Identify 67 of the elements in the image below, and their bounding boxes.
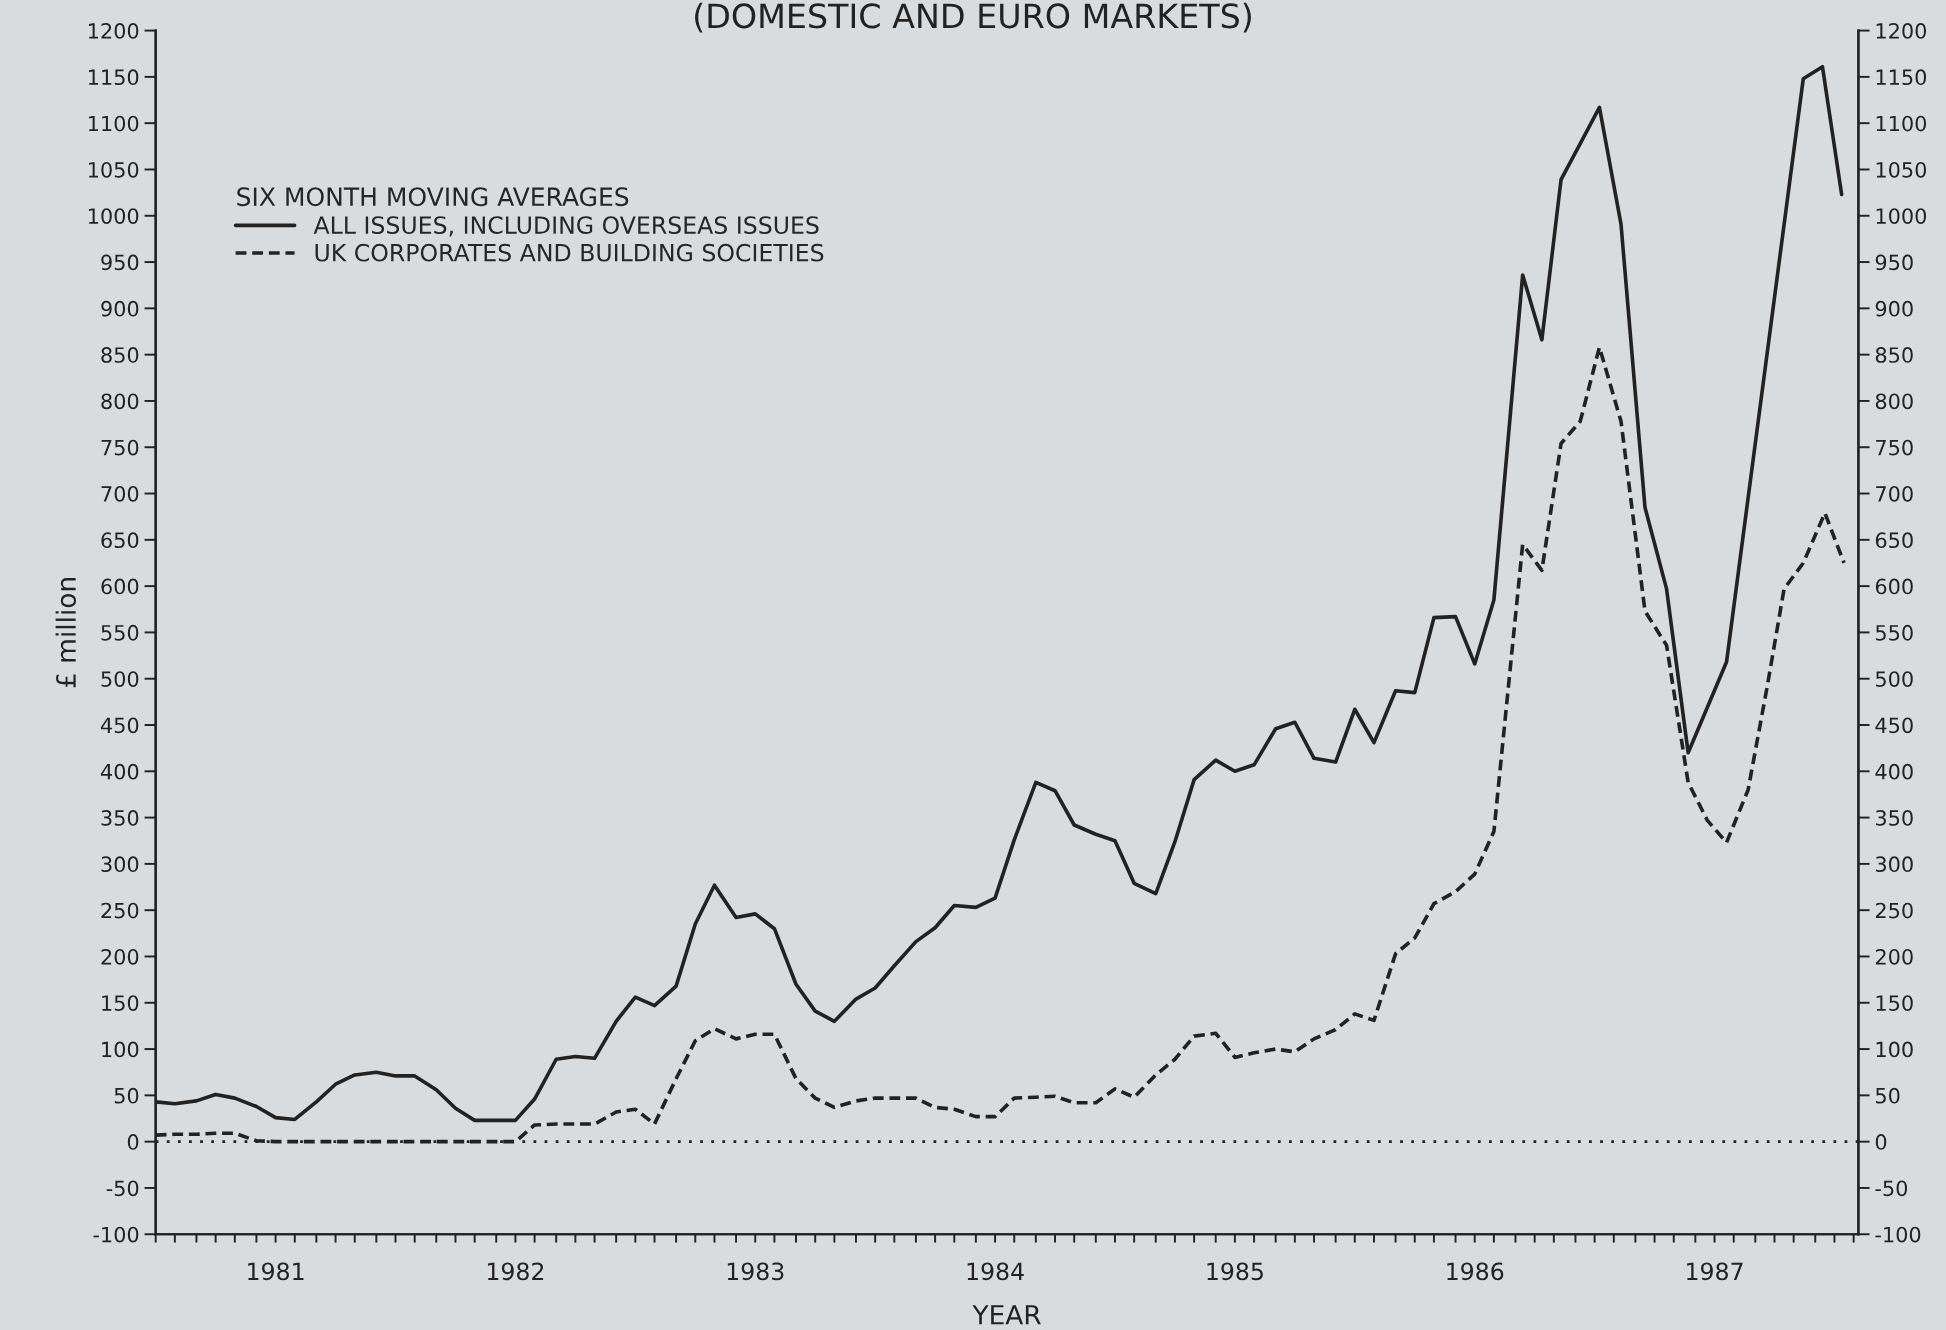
legend-label: UK CORPORATES AND BUILDING SOCIETIES — [315, 243, 824, 262]
y-tick-label: 700 — [101, 485, 139, 502]
y-tick-label: 450 — [100, 717, 139, 734]
x-tick-label: 1987 — [1687, 1262, 1743, 1281]
y-tick-label: 800 — [101, 393, 139, 410]
y-tick-label: 1050 — [88, 161, 139, 178]
y-tick-label: 250 — [101, 902, 139, 919]
y-tick-label: 850 — [101, 347, 139, 363]
y-tick-label: 300 — [101, 856, 139, 873]
y-tick-label: 0 — [127, 1134, 139, 1150]
y-tick-label: 1000 — [88, 208, 139, 224]
y-tick-label: 900 — [101, 300, 139, 317]
y-tick-label: 1150 — [88, 69, 139, 86]
y-tick-label: 1200 — [88, 23, 139, 39]
y2-tick-label: 800 — [1875, 393, 1913, 410]
x-tick-label: 1983 — [727, 1262, 784, 1281]
legend-label: ALL ISSUES, INCLUDING OVERSEAS ISSUES — [313, 216, 819, 237]
y2-tick-label: 450 — [1875, 717, 1913, 734]
y-tick-label: 650 — [101, 532, 139, 549]
y2-tick-label: 650 — [1875, 532, 1913, 549]
y2-tick-label: 350 — [1875, 810, 1913, 826]
x-tick-label: 1981 — [248, 1262, 304, 1281]
x-tick-label: 1982 — [487, 1262, 544, 1281]
y2-tick-label: 1050 — [1876, 161, 1927, 178]
y2-tick-label: 400 — [1875, 763, 1913, 780]
y2-tick-label: -100 — [1875, 1226, 1921, 1243]
y2-tick-label: 950 — [1875, 254, 1913, 271]
y-tick-label: 750 — [101, 439, 139, 456]
y2-tick-label: 300 — [1875, 856, 1913, 873]
y2-tick-label: 250 — [1875, 902, 1913, 919]
y-tick-label: 600 — [101, 578, 139, 595]
x-tick-label: 1984 — [967, 1262, 1024, 1281]
y2-tick-label: 100 — [1876, 1041, 1913, 1058]
y2-tick-label: 550 — [1876, 624, 1913, 641]
y-tick-label: 100 — [102, 1041, 139, 1058]
y2-tick-label: 750 — [1876, 439, 1913, 456]
y2-tick-label: 50 — [1876, 1087, 1900, 1104]
y-tick-label: 1100 — [88, 115, 139, 132]
x-tick-label: 1985 — [1207, 1262, 1263, 1281]
y-tick-label: 550 — [101, 624, 139, 641]
y-tick-label: -50 — [106, 1180, 139, 1197]
chart-title: (DOMESTIC AND EURO MARKETS) — [695, 2, 1251, 33]
y2-tick-label: 600 — [1875, 578, 1913, 595]
y2-tick-label: 500 — [1876, 671, 1913, 687]
y2-tick-label: 1150 — [1876, 69, 1927, 86]
y-tick-label: 950 — [101, 254, 139, 271]
y-axis-title: £ million — [55, 578, 77, 688]
y2-tick-label: 900 — [1875, 300, 1913, 317]
legend-title: SIX MONTH MOVING AVERAGES — [237, 187, 629, 207]
y2-tick-label: 1200 — [1876, 23, 1927, 39]
y2-tick-label: 1100 — [1876, 115, 1927, 132]
y-tick-label: 50 — [114, 1087, 139, 1104]
y2-tick-label: 850 — [1875, 347, 1913, 363]
x-tick-label: 1986 — [1447, 1262, 1504, 1281]
y2-tick-label: 700 — [1876, 485, 1913, 502]
y2-tick-label: 1000 — [1876, 208, 1927, 224]
y-tick-label: -100 — [93, 1226, 139, 1243]
y-tick-label: 500 — [101, 671, 139, 687]
y2-tick-label: 0 — [1875, 1134, 1887, 1150]
y-tick-label: 200 — [101, 948, 139, 965]
y2-tick-label: -50 — [1875, 1180, 1908, 1197]
y-tick-label: 150 — [102, 995, 139, 1011]
x-axis-title: YEAR — [972, 1305, 1041, 1325]
y2-tick-label: 150 — [1876, 995, 1913, 1011]
y-tick-label: 400 — [100, 763, 139, 780]
y-tick-label: 350 — [101, 810, 139, 826]
y2-tick-label: 200 — [1875, 948, 1913, 965]
